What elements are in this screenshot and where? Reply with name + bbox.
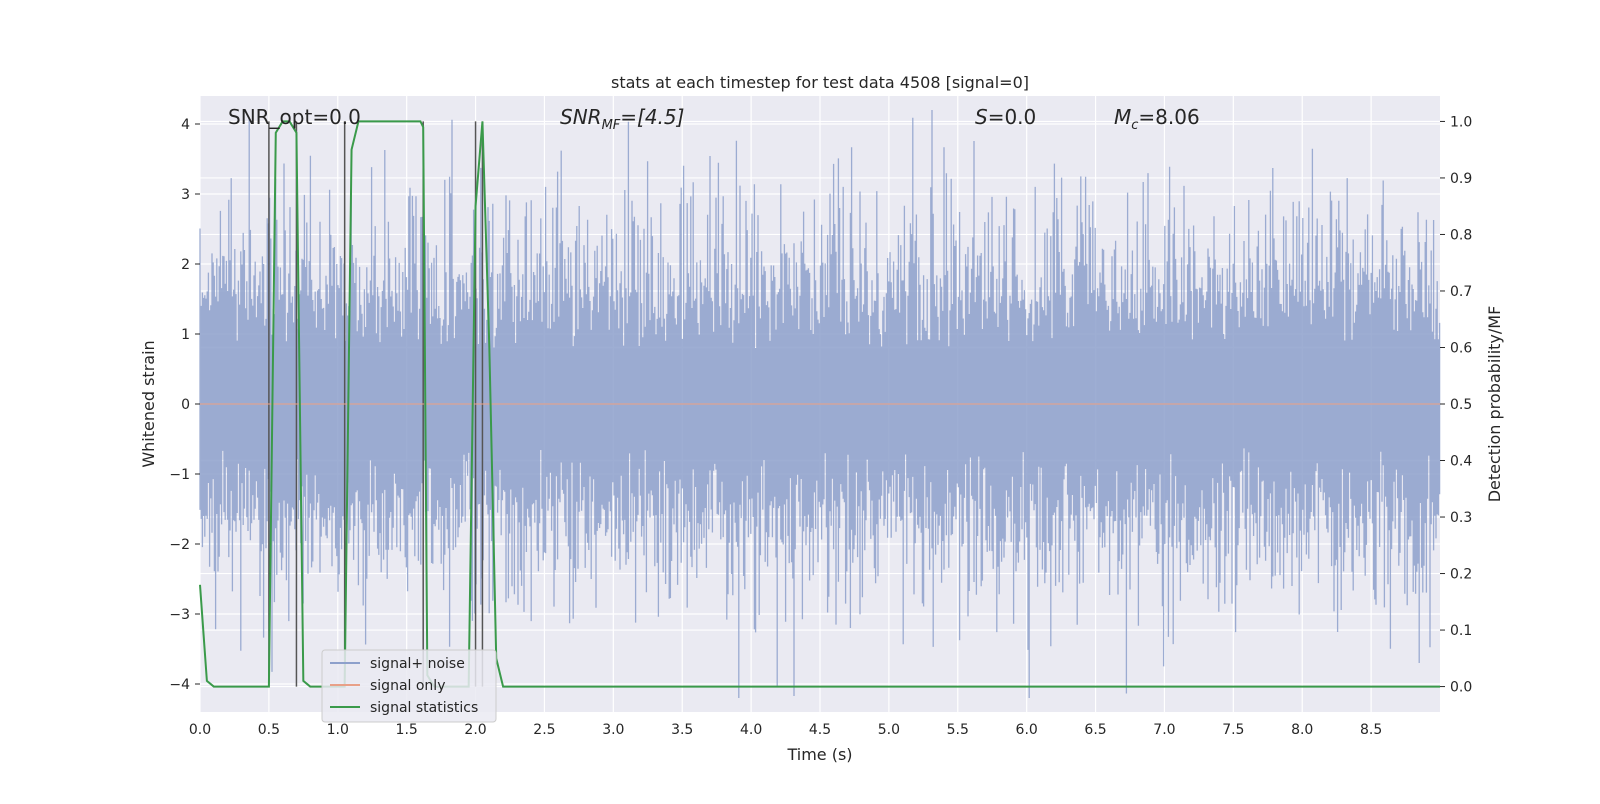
y-right-tick-label: 0.3: [1450, 510, 1472, 526]
x-tick-label: 1.0: [327, 722, 349, 738]
s-rest: =0.0: [988, 105, 1037, 129]
x-tick-label: 2.5: [533, 722, 555, 738]
x-tick-label: 8.5: [1360, 722, 1382, 738]
y-left-tick-label: 1: [181, 327, 190, 343]
x-tick-label: 3.0: [602, 722, 624, 738]
snr-mf-main: SNR: [560, 105, 602, 129]
x-tick-label: 4.0: [740, 722, 762, 738]
y-left-tick-label: 2: [181, 257, 190, 273]
legend: signal+ noise signal only signal statist…: [321, 649, 497, 723]
y-right-tick-labels: 1.0 0.9 0.8 0.7 0.6 0.5 0.4 0.3 0.2 0.1 0.0: [1440, 114, 1472, 696]
y-left-tick-label: 3: [181, 187, 190, 203]
y-right-tick-label: 0.0: [1450, 680, 1472, 696]
signal-statistics-line: [199, 120, 1440, 688]
x-tick-label: 1.5: [396, 722, 418, 738]
x-tick-label: 5.5: [947, 722, 969, 738]
y-right-tick-label: 0.1: [1450, 623, 1472, 639]
y-right-tick-label: 0.6: [1450, 340, 1472, 356]
y-left-tick-label: −2: [169, 537, 190, 553]
x-tick-label: 4.5: [809, 722, 831, 738]
y-left-tick-label: −1: [169, 467, 190, 483]
x-tick-label: 5.0: [878, 722, 900, 738]
x-tick-label: 8.0: [1291, 722, 1313, 738]
x-tick-label: 7.0: [1153, 722, 1175, 738]
y-axis-left-title: Whitened strain: [139, 340, 158, 467]
y-right-tick-label: 0.8: [1450, 227, 1472, 243]
mc-sub: c: [1131, 118, 1138, 133]
x-tick-label: 6.0: [1016, 722, 1038, 738]
y-right-tick-label: 0.9: [1450, 171, 1472, 187]
annotation-s: S=0.0: [975, 105, 1036, 129]
x-tick-label: 2.0: [464, 722, 486, 738]
y-right-tick-label: 1.0: [1450, 114, 1472, 130]
series-signal-noise: [199, 110, 1441, 698]
y-right-tick-label: 0.4: [1450, 454, 1472, 470]
noise-trace: [199, 110, 1441, 698]
chart-title: stats at each timestep for test data 450…: [611, 73, 1029, 92]
y-left-tick-label: 4: [181, 117, 190, 133]
y-right-tick-label: 0.5: [1450, 397, 1472, 413]
y-axis-right-title: Detection probability/MF: [1485, 306, 1504, 503]
snr-mf-sub2: =[4.5]: [620, 105, 684, 129]
y-right-tick-label: 0.7: [1450, 284, 1472, 300]
x-tick-label: 3.5: [671, 722, 693, 738]
annotation-snr-mf: SNRMF=[4.5]: [560, 105, 684, 133]
mc-main: M: [1114, 105, 1131, 129]
x-tick-label: 0.0: [189, 722, 211, 738]
legend-label-signal-only: signal only: [370, 678, 445, 694]
legend-label-signal-statistics: signal statistics: [370, 700, 478, 716]
series-signal-statistics: [199, 120, 1440, 688]
y-left-tick-labels: 4 3 2 1 0 −1 −2 −3 −4: [169, 117, 200, 693]
y-right-tick-label: 0.2: [1450, 567, 1472, 583]
mc-rest: =8.06: [1138, 105, 1199, 129]
s-main: S: [975, 105, 988, 129]
annotation-mc: Mc=8.06: [1114, 105, 1200, 133]
legend-label-signal-noise: signal+ noise: [370, 656, 465, 672]
x-tick-label: 6.5: [1084, 722, 1106, 738]
y-left-tick-label: −4: [169, 677, 190, 693]
annotation-snr-opt: SNR_opt=0.0: [228, 105, 361, 129]
x-axis-title: Time (s): [786, 745, 852, 764]
x-tick-label: 7.5: [1222, 722, 1244, 738]
x-tick-labels: 0.0 0.5 1.0 1.5 2.0 2.5 3.0 3.5 4.0 4.5 5.0 5.5 6.0 6…: [189, 722, 1382, 738]
x-tick-label: 0.5: [258, 722, 280, 738]
y-left-tick-label: −3: [169, 607, 190, 623]
snr-mf-sub: MF: [602, 118, 621, 133]
y-left-tick-label: 0: [181, 397, 190, 413]
legend-box: [321, 649, 497, 723]
